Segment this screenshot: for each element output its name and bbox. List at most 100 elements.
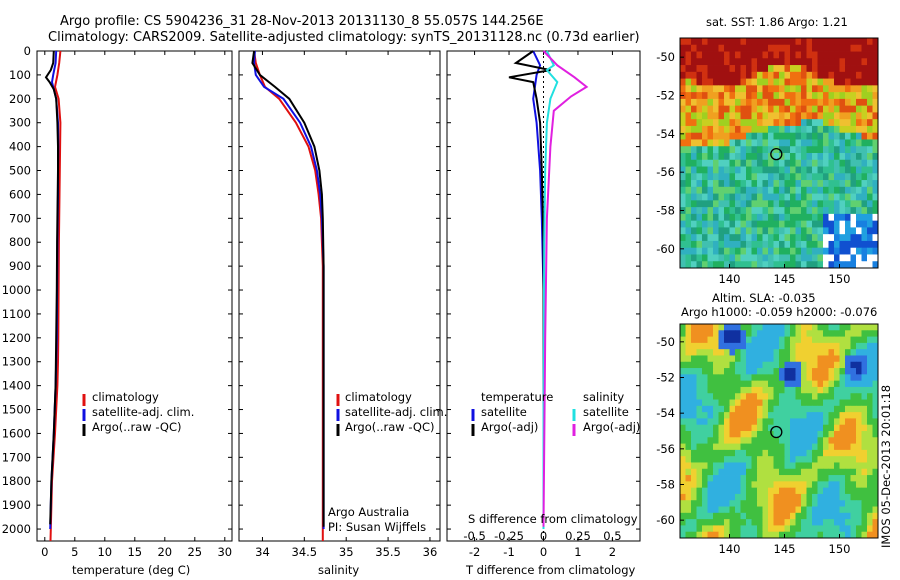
map-cell bbox=[823, 200, 829, 208]
map-cell bbox=[867, 481, 873, 489]
map-cell bbox=[867, 393, 873, 400]
map-cell bbox=[707, 166, 714, 174]
map-cell bbox=[839, 368, 846, 375]
map-cell bbox=[735, 336, 741, 344]
diff-legend-temperature-title: temperature bbox=[481, 390, 554, 404]
map-cell bbox=[801, 234, 807, 242]
map-cell bbox=[790, 424, 796, 432]
map-cell bbox=[850, 220, 857, 228]
map-cell bbox=[685, 475, 692, 482]
map-cell bbox=[702, 418, 708, 426]
map-cell bbox=[845, 71, 851, 79]
map-cell bbox=[757, 424, 763, 432]
map-cell bbox=[828, 449, 835, 457]
map-cell bbox=[746, 261, 752, 269]
map-cell bbox=[718, 146, 725, 154]
map-cell bbox=[729, 449, 736, 457]
map-cell bbox=[801, 213, 807, 222]
map-cell bbox=[746, 180, 752, 188]
map-cell bbox=[762, 342, 769, 350]
map-cell bbox=[861, 380, 868, 388]
map-cell bbox=[768, 525, 774, 533]
map-cell bbox=[861, 71, 868, 79]
map-cell bbox=[762, 220, 769, 228]
map-cell bbox=[762, 475, 769, 482]
map-cell bbox=[823, 443, 829, 451]
map-cell bbox=[707, 349, 714, 356]
map-cell bbox=[790, 153, 796, 161]
map-cell bbox=[724, 186, 730, 194]
map-cell bbox=[729, 65, 736, 73]
map-cell bbox=[817, 200, 824, 208]
map-cell bbox=[724, 418, 730, 426]
map-cell bbox=[817, 58, 824, 66]
map-cell bbox=[872, 119, 879, 127]
map-cell bbox=[850, 500, 857, 507]
map-xtick-label: 145 bbox=[774, 542, 796, 556]
map-cell bbox=[823, 512, 829, 520]
map-cell bbox=[856, 412, 862, 419]
map-cell bbox=[691, 247, 697, 255]
map-cell bbox=[757, 71, 763, 79]
map-cell bbox=[872, 449, 879, 457]
map-cell bbox=[762, 139, 769, 147]
map-cell bbox=[691, 386, 697, 394]
map-cell bbox=[685, 330, 692, 337]
map-cell bbox=[812, 112, 818, 120]
map-cell bbox=[867, 153, 873, 161]
map-cell bbox=[768, 361, 774, 369]
map-cell bbox=[768, 98, 774, 107]
map-cell bbox=[845, 240, 851, 249]
map-cell bbox=[696, 424, 703, 432]
map-cell bbox=[685, 125, 692, 134]
map-cell bbox=[713, 166, 719, 174]
map-cell bbox=[839, 475, 846, 482]
map-cell bbox=[740, 531, 747, 539]
map-cell bbox=[751, 437, 758, 444]
map-cell bbox=[746, 330, 752, 337]
map-cell bbox=[746, 487, 752, 495]
map-cell bbox=[713, 468, 719, 476]
map-cell bbox=[817, 349, 824, 356]
map-cell bbox=[784, 412, 791, 419]
map-cell bbox=[691, 493, 697, 501]
map-cell bbox=[757, 324, 763, 331]
map-cell bbox=[784, 487, 791, 495]
map-cell bbox=[735, 200, 741, 208]
map-cell bbox=[801, 462, 807, 470]
map-cell bbox=[795, 213, 802, 222]
map-cell bbox=[702, 207, 708, 215]
map-cell bbox=[861, 412, 868, 419]
map-cell bbox=[751, 481, 758, 489]
map-cell bbox=[850, 380, 857, 388]
map-cell bbox=[691, 443, 697, 451]
map-cell bbox=[702, 119, 708, 127]
map-cell bbox=[729, 506, 736, 514]
map-cell bbox=[729, 153, 736, 161]
map-cell bbox=[861, 493, 868, 501]
map-cell bbox=[740, 399, 747, 407]
map-cell bbox=[713, 462, 719, 470]
map-cell bbox=[696, 186, 703, 194]
map-cell bbox=[735, 393, 741, 400]
map-cell bbox=[795, 368, 802, 375]
map-cell bbox=[713, 92, 719, 100]
map-cell bbox=[757, 180, 763, 188]
map-cell bbox=[713, 254, 719, 262]
map-cell bbox=[861, 468, 868, 476]
map-cell bbox=[724, 173, 730, 181]
map-cell bbox=[724, 525, 730, 533]
map-cell bbox=[812, 399, 818, 407]
map-cell bbox=[850, 105, 857, 113]
map-cell bbox=[702, 380, 708, 388]
map-cell bbox=[740, 437, 747, 444]
map-cell bbox=[762, 405, 769, 413]
map-cell bbox=[713, 119, 719, 127]
map-cell bbox=[713, 475, 719, 482]
map-cell bbox=[795, 519, 802, 526]
map-cell bbox=[685, 240, 692, 249]
map-cell bbox=[812, 78, 818, 86]
map-cell bbox=[795, 393, 802, 400]
map-cell bbox=[861, 153, 868, 161]
map-cell bbox=[773, 78, 780, 86]
